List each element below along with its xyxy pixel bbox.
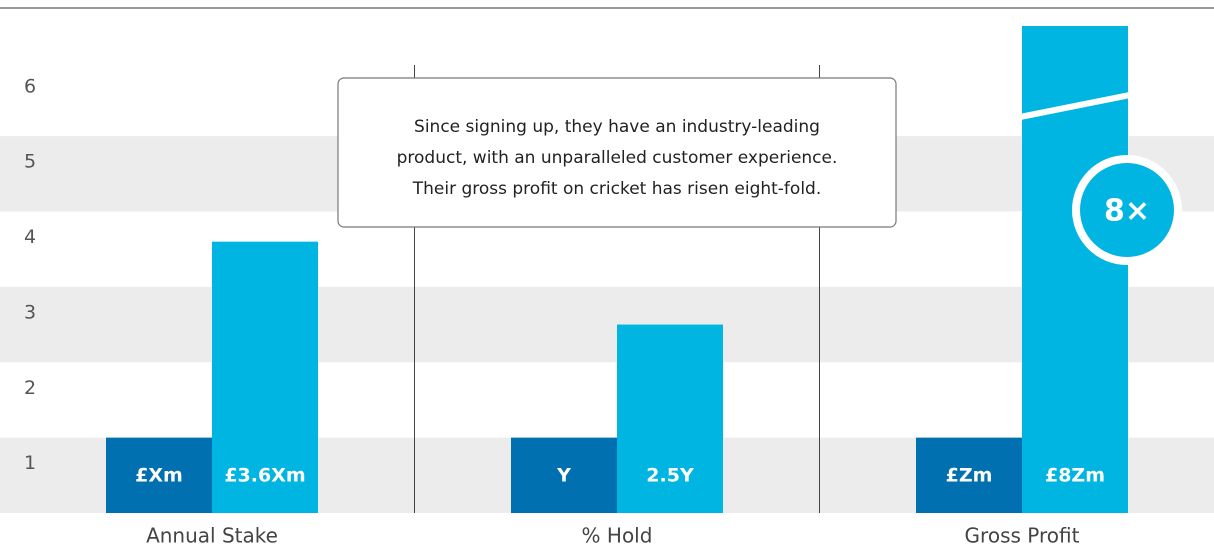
y-tick-label: 4 [24, 226, 36, 248]
value-label: Y [556, 465, 571, 487]
annotation-line: Their gross profit on cricket has risen … [412, 179, 822, 199]
annotation-line: product, with an unparalleled customer e… [397, 148, 838, 168]
bar [106, 437, 212, 513]
bar [511, 437, 617, 513]
bar [617, 324, 723, 513]
y-tick-label: 6 [24, 75, 36, 97]
tick-labels: 1 2 3 4 5 6 [24, 75, 36, 474]
bar [212, 241, 318, 513]
y-tick-label: 2 [24, 377, 36, 399]
value-label: £3.6Xm [224, 465, 305, 487]
y-tick-label: 1 [24, 452, 36, 474]
badge: 8× [1072, 155, 1182, 265]
grid-band [0, 286, 1214, 363]
annotation-box [337, 77, 897, 228]
value-label: £8Zm [1045, 465, 1105, 487]
annotation-line: Since signing up, they have an industry-… [414, 117, 820, 137]
x-tick-label: Annual Stake [146, 524, 278, 548]
value-label: 2.5Y [646, 465, 694, 487]
badge-circle [1080, 163, 1174, 257]
x-tick-label: % Hold [582, 524, 653, 548]
y-tick-label: 3 [24, 301, 36, 323]
x-tick-label: Gross Profit [965, 524, 1080, 548]
annotation: Since signing up, they have an industry-… [337, 77, 897, 228]
value-label: £Xm [135, 465, 183, 487]
y-tick-label: 5 [24, 151, 36, 173]
value-label: £Zm [946, 465, 993, 487]
axis-break [1019, 92, 1131, 120]
bar [916, 437, 1022, 513]
badge-label: 8× [1104, 194, 1150, 229]
